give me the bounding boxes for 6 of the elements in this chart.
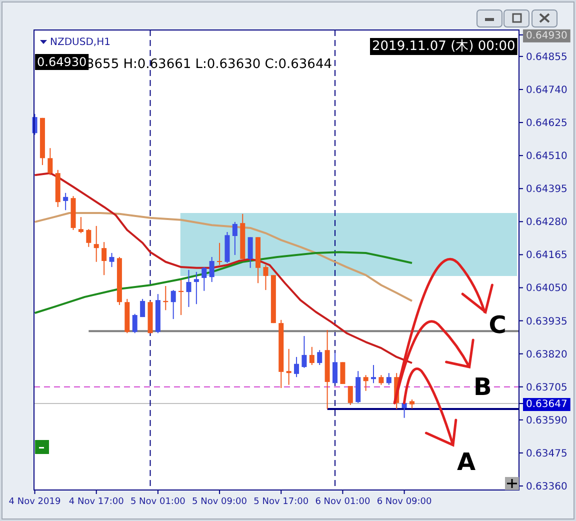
title: NZDUSD,H1 — [50, 37, 110, 48]
annotation: A — [457, 448, 476, 476]
annotation: 0.64930 — [37, 55, 87, 69]
annotation: C — [488, 310, 506, 339]
annotation: 3655 H:0.63661 L:0.63630 C:0.63644 — [86, 57, 332, 72]
annotation: 2019.11.07 (木) 00:00 — [372, 39, 516, 54]
